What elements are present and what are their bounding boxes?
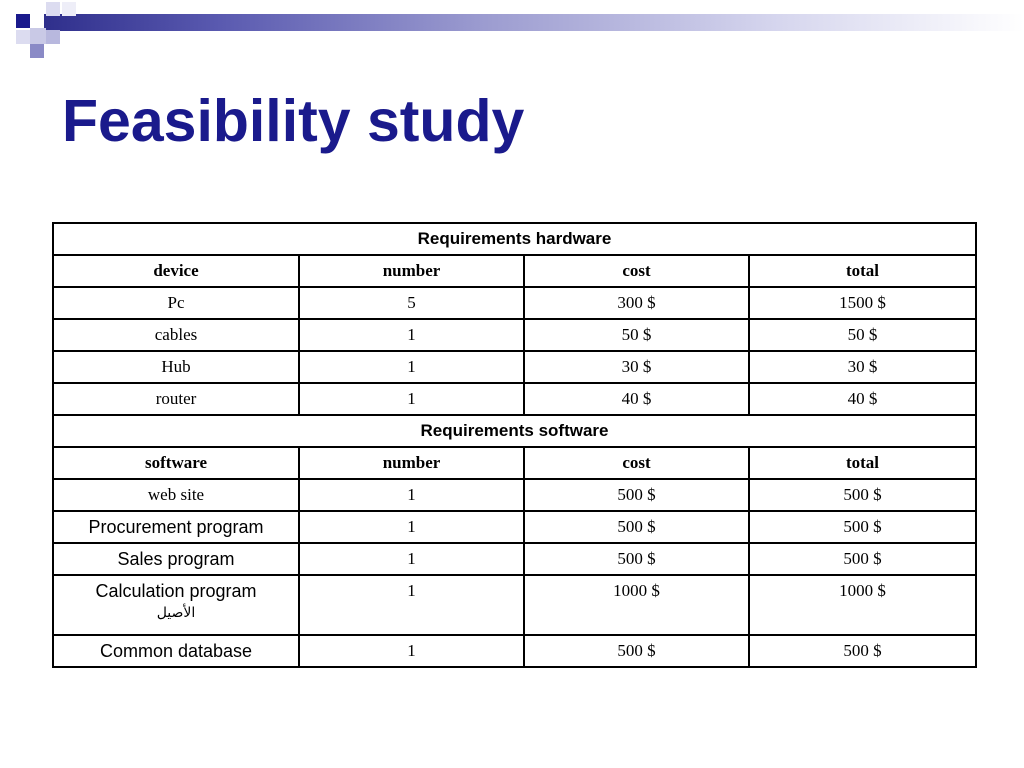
table-cell: 500 $ [748,634,977,668]
calc-program-arabic: الأصيل [156,605,196,621]
table-cell: 5 [298,286,525,320]
hardware-section-row: Requirements hardware [52,222,977,256]
table-row: Common database 1 500 $ 500 $ [52,634,977,668]
table-cell: Common database [52,634,300,668]
table-cell: 1500 $ [748,286,977,320]
table-row: Procurement program 1 500 $ 500 $ [52,510,977,544]
table-cell: 1 [298,634,525,668]
header-band [44,14,1024,31]
table-row: router 1 40 $ 40 $ [52,382,977,416]
table-cell: Hub [52,350,300,384]
slide-title: Feasibility study [62,88,525,154]
software-header-row: software number cost total [52,446,977,480]
column-header: total [748,254,977,288]
table-cell: Pc [52,286,300,320]
table-cell: web site [52,478,300,512]
column-header: cost [523,446,750,480]
table-cell: Procurement program [52,510,300,544]
table-cell: 40 $ [748,382,977,416]
table-row: Calculation program الأصيل 1 1000 $ 1000… [52,574,977,636]
table-row: web site 1 500 $ 500 $ [52,478,977,512]
table-cell: 1 [298,382,525,416]
table-cell: Calculation program الأصيل [52,574,300,636]
requirements-table: Requirements hardware device number cost… [52,222,977,668]
table-cell: 40 $ [523,382,750,416]
table-cell: 1 [298,574,525,636]
table-cell: 500 $ [748,542,977,576]
decor-square [30,28,46,44]
table-cell: 50 $ [523,318,750,352]
decor-square [46,2,60,16]
decor-square [46,30,60,44]
table-cell: 1 [298,318,525,352]
column-header: device [52,254,300,288]
hardware-section-title: Requirements hardware [52,222,977,256]
decor-square [30,44,44,58]
software-section-row: Requirements software [52,414,977,448]
table-cell: 30 $ [523,350,750,384]
column-header: number [298,446,525,480]
table-row: Hub 1 30 $ 30 $ [52,350,977,384]
table-cell: Sales program [52,542,300,576]
calc-program-label: Calculation program [95,581,257,601]
table-cell: 1 [298,510,525,544]
table-cell: 1 [298,478,525,512]
table-cell: 500 $ [523,478,750,512]
hardware-header-row: device number cost total [52,254,977,288]
table-cell: 500 $ [748,510,977,544]
decor-square [16,14,30,28]
table-cell: 500 $ [523,634,750,668]
column-header: total [748,446,977,480]
table-cell: router [52,382,300,416]
table-row: Pc 5 300 $ 1500 $ [52,286,977,320]
table-cell: 500 $ [523,542,750,576]
table-cell: 500 $ [523,510,750,544]
column-header: cost [523,254,750,288]
column-header: number [298,254,525,288]
table-cell: cables [52,318,300,352]
table-row: Sales program 1 500 $ 500 $ [52,542,977,576]
table-cell: 1 [298,542,525,576]
software-section-title: Requirements software [52,414,977,448]
decor-square [62,2,76,16]
decor-square [16,30,30,44]
table-row: cables 1 50 $ 50 $ [52,318,977,352]
table-cell: 1 [298,350,525,384]
column-header: software [52,446,300,480]
table-cell: 500 $ [748,478,977,512]
table-cell: 1000 $ [523,574,750,636]
table-cell: 1000 $ [748,574,977,636]
table-cell: 300 $ [523,286,750,320]
table-cell: 50 $ [748,318,977,352]
table-cell: 30 $ [748,350,977,384]
